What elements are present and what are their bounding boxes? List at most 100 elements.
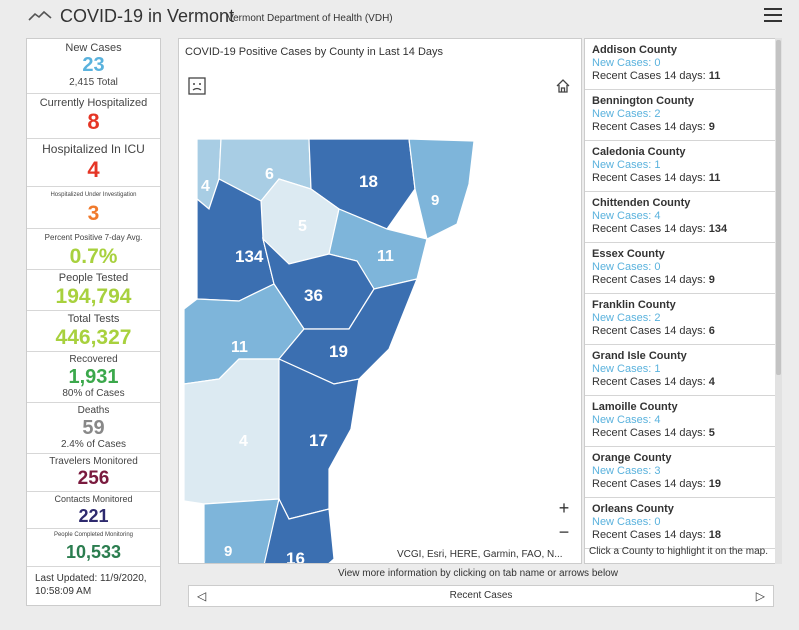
county-name: Orleans County [592,503,674,515]
county-new-cases: New Cases: 4 [592,210,779,223]
stat-value: 23 [82,54,105,76]
prev-arrow-icon[interactable]: ◁ [197,589,207,603]
county-list-item[interactable]: Bennington County New Cases: 2 Recent Case… [585,90,779,141]
county-recent-cases: Recent Cases 14 days: 134 [592,223,779,236]
recent-cases-value: 19 [708,478,722,490]
new-cases-prefix: New Cases: [592,108,655,120]
stat-value: 4 [87,157,100,182]
new-cases-value: 0 [654,57,661,69]
scrollbar-thumb[interactable] [776,40,781,375]
county-case-label: 36 [304,286,323,305]
new-cases-prefix: New Cases: [592,465,655,477]
stat-label: Hospitalized Under Investigation [50,192,137,198]
new-cases-prefix: New Cases: [592,159,655,171]
map-attribution[interactable]: VCGI, Esri, HERE, Garmin, FAO, N... [397,549,563,560]
stat-label: Percent Positive 7-day Avg. [44,233,143,242]
stat-deaths: Deaths 59 2.4% of Cases [27,403,160,454]
county-recent-cases: Recent Cases 14 days: 5 [592,427,779,440]
county-new-cases: New Cases: 2 [592,108,779,121]
county-new-cases: New Cases: 4 [592,414,779,427]
next-arrow-icon[interactable]: ▷ [755,589,765,603]
county-list-item[interactable]: Orleans County New Cases: 0 Recent Cases 1… [585,498,779,549]
stat-investigation: Hospitalized Under Investigation 3 [27,187,160,229]
stat-label: New Cases [65,42,122,54]
stat-value: 256 [77,468,110,489]
county-new-cases: New Cases: 1 [592,363,779,376]
county-recent-cases: Recent Cases 14 days: 18 [592,529,779,542]
county-new-cases: New Cases: 1 [592,159,779,172]
new-cases-prefix: New Cases: [592,363,655,375]
new-cases-value: 2 [654,312,661,324]
app-subtitle: Vermont Department of Health (VDH) [227,13,393,24]
hamburger-menu-icon[interactable] [764,8,782,24]
recent-cases-value: 11 [708,70,721,82]
vermont-county-map[interactable]: 4 6 18 9 5 134 11 36 11 19 4 17 9 16 [179,99,582,564]
county-list-item[interactable]: Grand Isle County New Cases: 1 Recent Case… [585,345,779,396]
recent-cases-prefix: Recent Cases 14 days: [592,274,709,286]
stat-value: 59 [82,417,105,439]
last-updated-date: Last Updated: 11/9/2020, [35,573,147,584]
stat-icu: Hospitalized In ICU 4 [27,139,160,187]
recent-cases-prefix: Recent Cases 14 days: [592,376,709,388]
new-cases-prefix: New Cases: [592,210,655,222]
stat-sub: 80% of Cases [62,388,125,399]
county-case-label: 134 [235,247,264,266]
county-list-item[interactable]: Chittenden County New Cases: 4 Recent Case… [585,192,779,243]
county-recent-cases: Recent Cases 14 days: 11 [592,70,779,83]
map-title: COVID-19 Positive Cases by County in Las… [185,46,444,58]
stat-value: 446,327 [55,326,132,349]
county-new-cases: New Cases: 0 [592,261,779,274]
stat-label: Contacts Monitored [54,494,133,504]
county-case-label: 11 [231,339,248,356]
county-list-item[interactable]: Addison County New Cases: 0 Recent Cases 1… [585,39,779,90]
stat-value: 1,931 [68,366,119,388]
sad-face-icon[interactable] [188,77,206,95]
zoom-out-button[interactable]: − [558,522,570,542]
county-new-cases: New Cases: 3 [592,465,779,478]
county-recent-cases: Recent Cases 14 days: 11 [592,172,779,185]
stat-label: Total Tests [67,313,120,325]
county-list-item[interactable]: Caledonia County New Cases: 1 Recent Cases… [585,141,779,192]
stat-value: 3 [87,202,100,225]
recent-cases-prefix: Recent Cases 14 days: [592,529,709,541]
zoom-in-button[interactable]: + [558,498,570,518]
county-case-label: 5 [298,218,307,235]
app-title: COVID-19 in Vermont [60,6,235,26]
county-shape[interactable] [203,498,280,564]
stat-label: People Completed Monitoring [53,532,134,538]
county-list-scrollbar[interactable] [775,38,782,564]
county-shape[interactable] [408,138,475,240]
county-new-cases: New Cases: 0 [592,57,779,70]
county-name: Franklin County [592,299,676,311]
county-case-label: 17 [309,431,328,450]
county-list-item[interactable]: Orange County New Cases: 3 Recent Cases 14… [585,447,779,498]
stat-value: 8 [87,109,100,134]
county-list-item[interactable]: Essex County New Cases: 0 Recent Cases 14 … [585,243,779,294]
tab-navigator: ◁ Recent Cases ▷ [188,585,774,607]
stats-panel: New Cases 23 2,415 Total Currently Hospi… [26,38,161,606]
new-cases-value: 0 [654,261,661,273]
county-recent-cases: Recent Cases 14 days: 6 [592,325,779,338]
recent-cases-value: 134 [708,223,728,235]
recent-cases-value: 6 [708,325,715,337]
county-list-item[interactable]: Franklin County New Cases: 2 Recent Cases … [585,294,779,345]
stat-value: 0.7% [69,245,118,268]
county-shape[interactable] [278,358,360,520]
stat-travelers: Travelers Monitored 256 [27,454,160,492]
home-icon[interactable] [553,76,573,96]
county-list-item[interactable]: Lamoille County New Cases: 4 Recent Cases … [585,396,779,447]
county-recent-cases: Recent Cases 14 days: 4 [592,376,779,389]
new-cases-prefix: New Cases: [592,261,655,273]
county-case-label: 11 [377,248,394,265]
recent-cases-prefix: Recent Cases 14 days: [592,121,709,133]
county-shape[interactable] [263,497,335,564]
county-recent-cases: Recent Cases 14 days: 19 [592,478,779,491]
recent-cases-value: 4 [708,376,715,388]
new-cases-value: 4 [654,414,661,426]
new-cases-prefix: New Cases: [592,312,655,324]
more-info-text: View more information by clicking on tab… [338,568,618,579]
new-cases-prefix: New Cases: [592,57,655,69]
recent-cases-value: 5 [708,427,715,439]
new-cases-value: 0 [654,516,661,528]
tab-recent-cases[interactable]: Recent Cases [449,590,513,601]
